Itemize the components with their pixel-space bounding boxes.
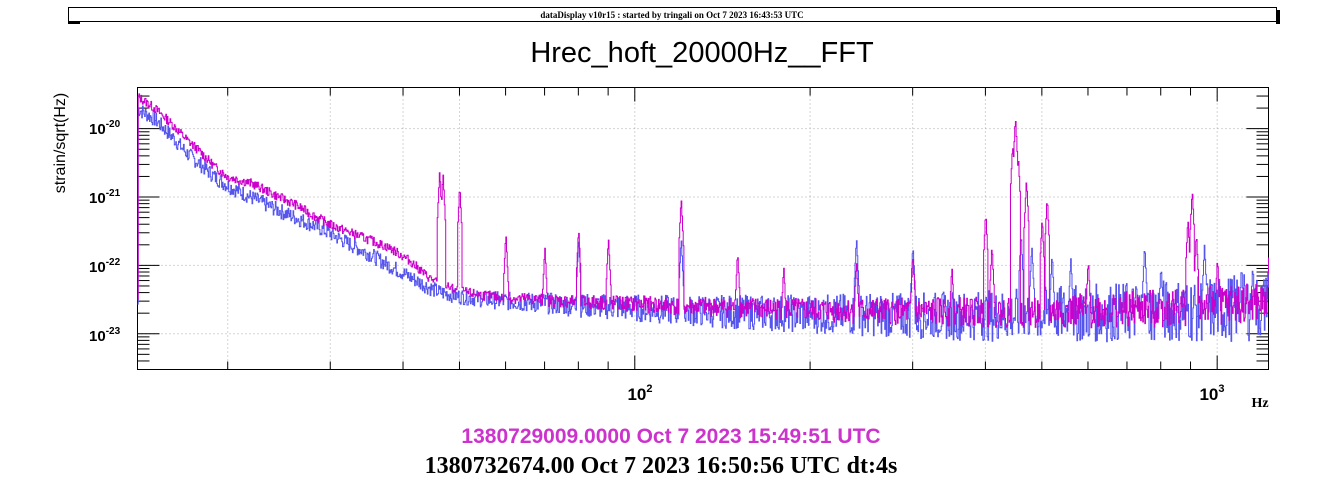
y-tick-label-1e-20: 10-20 [89, 119, 121, 138]
series-1-line [137, 93, 1269, 329]
x-axis-label: Hz [1251, 396, 1268, 411]
footer-time-1: 1380729009.0000 Oct 7 2023 15:49:51 UTC [461, 425, 880, 448]
y-tick-label-1e-22: 10-22 [89, 257, 121, 276]
footer-time-2: 1380732674.00 Oct 7 2023 16:50:56 UTC dt… [425, 453, 898, 479]
header-banner: dataDisplay v10r15 : started by tringali… [68, 7, 1280, 24]
x-tick-label-100: 102 [627, 383, 652, 404]
x-tick-label-1000: 103 [1199, 383, 1224, 404]
chart-title: Hrec_hoft_20000Hz__FFT [530, 37, 874, 69]
series-2-line [137, 105, 1269, 343]
y-tick-label-1e-21: 10-21 [89, 188, 121, 207]
grid-lines [137, 87, 1269, 370]
banner-text: dataDisplay v10r15 : started by tringali… [540, 10, 803, 20]
y-tick-label-1e-23: 10-23 [89, 326, 121, 345]
y-axis-label: strain/sqrt(Hz) [52, 93, 69, 193]
series-layer [137, 93, 1269, 343]
